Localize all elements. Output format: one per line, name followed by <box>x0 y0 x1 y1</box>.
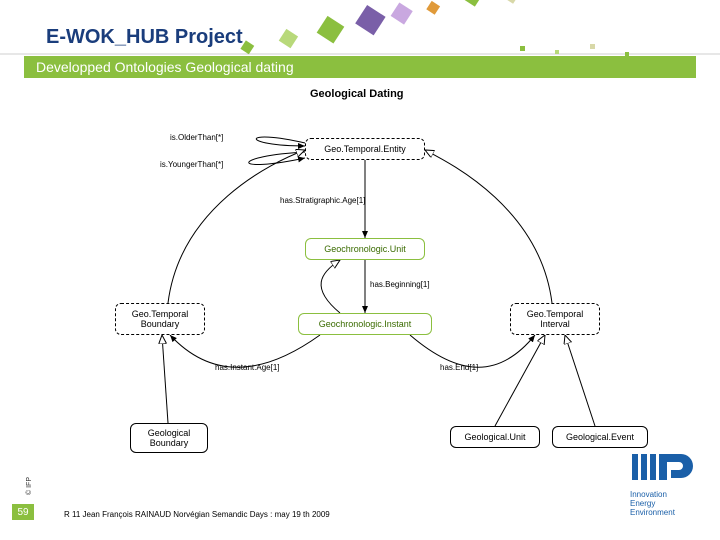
subtitle-text: Developped Ontologies Geological dating <box>36 59 294 75</box>
subtitle-bar: Developped Ontologies Geological dating <box>24 56 696 78</box>
node-geo-temporal-interval: Geo.Temporal Interval <box>510 303 600 335</box>
edge-label: is.OlderThan[*] <box>170 133 223 142</box>
node-label: Geological.Event <box>566 432 634 442</box>
node-geological-boundary: Geological Boundary <box>130 423 208 453</box>
slide-number-text: 59 <box>17 507 28 518</box>
slide-number: 59 <box>12 504 34 520</box>
edge-label: has.Beginning[1] <box>370 280 430 289</box>
node-geological-event: Geological.Event <box>552 426 648 448</box>
footer-text: R 11 Jean François RAINAUD Norvégian Sem… <box>64 510 330 519</box>
node-geological-unit: Geological.Unit <box>450 426 540 448</box>
edge-label: has.Stratigraphic.Age[1] <box>280 196 365 205</box>
node-label: Geo.Temporal Boundary <box>132 309 189 329</box>
edge-label: is.YoungerThan[*] <box>160 160 223 169</box>
node-label: Geological Boundary <box>148 428 191 448</box>
node-label: Geochronologic.Unit <box>324 244 406 254</box>
ifp-logo: Innovation Energy Environment <box>628 448 708 517</box>
diagram-area: Geological Dating <box>80 88 640 468</box>
edge-label: has.End[1] <box>440 363 478 372</box>
copyright-text: © IFP <box>26 477 33 495</box>
node-geochronologic-unit: Geochronologic.Unit <box>305 238 425 260</box>
page-title: E-WOK_HUB Project <box>46 26 243 49</box>
node-geo-temporal-boundary: Geo.Temporal Boundary <box>115 303 205 335</box>
edge-label: has.Instant.Age[1] <box>215 363 280 372</box>
node-geo-temporal-entity: Geo.Temporal.Entity <box>305 138 425 160</box>
node-label: Geo.Temporal Interval <box>527 309 584 329</box>
node-geochronologic-instant: Geochronologic.Instant <box>298 313 432 335</box>
node-label: Geological.Unit <box>464 432 525 442</box>
node-label: Geo.Temporal.Entity <box>324 144 406 154</box>
node-label: Geochronologic.Instant <box>319 319 412 329</box>
